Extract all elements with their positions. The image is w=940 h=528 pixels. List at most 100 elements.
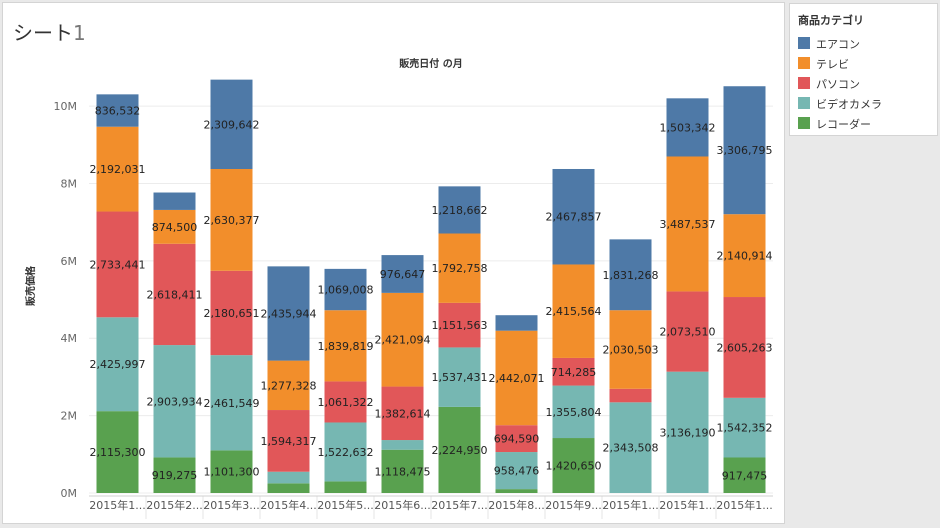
bar-segment bbox=[438, 233, 481, 303]
bar-segment bbox=[495, 452, 538, 490]
y-tick-label: 8M bbox=[61, 177, 78, 190]
bar-segment bbox=[723, 457, 766, 493]
x-tick-label: 2015年3... bbox=[203, 498, 259, 512]
chart-title: 販売日付 の月 bbox=[399, 57, 462, 70]
data-label: 2,442,071 bbox=[489, 372, 545, 385]
x-tick-label: 2015年1... bbox=[602, 498, 658, 512]
data-label: 2,903,934 bbox=[147, 395, 203, 408]
data-label: 2,467,857 bbox=[546, 211, 602, 224]
legend-label: レコーダー bbox=[816, 118, 871, 131]
data-label: 874,500 bbox=[152, 221, 198, 234]
data-label: 2,140,914 bbox=[717, 250, 773, 263]
bar-segment bbox=[210, 450, 253, 493]
data-label: 2,030,503 bbox=[603, 344, 659, 357]
legend-item[interactable]: エアコン bbox=[798, 35, 932, 51]
data-label: 2,343,508 bbox=[603, 442, 659, 455]
x-tick-label: 2015年1... bbox=[716, 498, 772, 512]
x-tick-label: 2015年8... bbox=[488, 498, 544, 512]
data-label: 1,839,819 bbox=[318, 340, 374, 353]
x-tick-label: 2015年1... bbox=[659, 498, 715, 512]
data-label: 1,831,268 bbox=[603, 269, 659, 282]
data-label: 2,415,564 bbox=[546, 305, 602, 318]
bar-segment bbox=[666, 98, 709, 157]
data-label: 2,073,510 bbox=[660, 326, 716, 339]
legend-swatch bbox=[798, 77, 810, 89]
legend-item[interactable]: ビデオカメラ bbox=[798, 95, 932, 111]
data-label: 3,306,795 bbox=[717, 144, 773, 157]
bar-segment bbox=[609, 388, 652, 403]
data-label: 2,425,997 bbox=[90, 358, 146, 371]
data-label: 976,647 bbox=[380, 268, 426, 281]
data-label: 3,136,190 bbox=[660, 426, 716, 439]
data-label: 2,461,549 bbox=[204, 397, 260, 410]
x-tick-label: 2015年5... bbox=[317, 498, 373, 512]
bar-segment bbox=[153, 457, 196, 493]
bar-segment bbox=[153, 192, 196, 210]
bar-segment bbox=[609, 310, 652, 389]
sheet-title-text: シート bbox=[13, 21, 73, 45]
bar-segment bbox=[381, 255, 424, 293]
y-tick-label: 0M bbox=[61, 487, 78, 500]
y-tick-label: 6M bbox=[61, 255, 78, 268]
bar-segment bbox=[723, 397, 766, 458]
bar-segment bbox=[381, 449, 424, 493]
data-label: 2,618,411 bbox=[147, 288, 203, 301]
data-label: 2,435,944 bbox=[261, 307, 317, 320]
legend-label: テレビ bbox=[816, 58, 849, 71]
legend: 商品カテゴリ エアコン テレビ パソコン ビデオカメラ レコーダー bbox=[789, 3, 938, 136]
data-label: 2,115,300 bbox=[90, 446, 146, 459]
bar-segment bbox=[495, 489, 538, 493]
data-label: 919,275 bbox=[152, 469, 198, 482]
data-label: 1,355,804 bbox=[546, 406, 602, 419]
bar-segment bbox=[552, 438, 595, 493]
legend-label: パソコン bbox=[816, 78, 860, 91]
legend-item[interactable]: パソコン bbox=[798, 75, 932, 91]
data-label: 1,382,614 bbox=[375, 407, 431, 420]
data-label: 1,792,758 bbox=[432, 262, 488, 275]
data-label: 1,151,563 bbox=[432, 319, 488, 332]
bar-segment bbox=[96, 94, 139, 127]
bar-segment bbox=[552, 357, 595, 386]
bar-segment bbox=[381, 292, 424, 387]
bar-segment bbox=[495, 330, 538, 426]
bar-segment bbox=[609, 402, 652, 493]
data-label: 1,277,328 bbox=[261, 379, 317, 392]
data-label: 836,532 bbox=[95, 105, 141, 118]
y-tick-label: 4M bbox=[61, 332, 78, 345]
data-label: 1,420,650 bbox=[546, 460, 602, 473]
bar-segment bbox=[495, 425, 538, 453]
bar-segment bbox=[267, 483, 310, 493]
data-label: 1,503,342 bbox=[660, 121, 716, 134]
legend-swatch bbox=[798, 37, 810, 49]
bar-segment bbox=[267, 266, 310, 361]
sheet-title-number: 1 bbox=[73, 21, 86, 45]
x-tick-label: 2015年9... bbox=[545, 498, 601, 512]
bar-segment bbox=[324, 310, 367, 382]
bar-segment bbox=[153, 209, 196, 244]
data-label: 2,192,031 bbox=[90, 163, 146, 176]
x-tick-label: 2015年4... bbox=[260, 498, 316, 512]
bar-segment bbox=[324, 268, 367, 311]
data-label: 1,069,008 bbox=[318, 284, 374, 297]
bar-segment bbox=[723, 214, 766, 298]
data-label: 694,590 bbox=[494, 433, 540, 446]
y-tick-label: 10M bbox=[54, 100, 78, 113]
legend-item[interactable]: レコーダー bbox=[798, 115, 932, 131]
data-label: 1,537,431 bbox=[432, 371, 488, 384]
bar-segment bbox=[96, 317, 139, 412]
bar-segment bbox=[324, 422, 367, 482]
data-label: 2,421,094 bbox=[375, 334, 431, 347]
bar-segment bbox=[324, 381, 367, 423]
legend-swatch bbox=[798, 117, 810, 129]
bar-segment bbox=[153, 243, 196, 346]
x-tick-label: 2015年1... bbox=[89, 498, 145, 512]
legend-item[interactable]: テレビ bbox=[798, 55, 932, 71]
bar-segment bbox=[210, 270, 253, 356]
bar-segment bbox=[210, 79, 253, 170]
bar-segment bbox=[666, 291, 709, 372]
data-label: 2,224,950 bbox=[432, 444, 488, 457]
data-label: 3,487,537 bbox=[660, 218, 716, 231]
data-label: 2,180,651 bbox=[204, 307, 260, 320]
y-axis-label: 販売価格 bbox=[24, 265, 37, 306]
y-tick-label: 2M bbox=[61, 410, 78, 423]
